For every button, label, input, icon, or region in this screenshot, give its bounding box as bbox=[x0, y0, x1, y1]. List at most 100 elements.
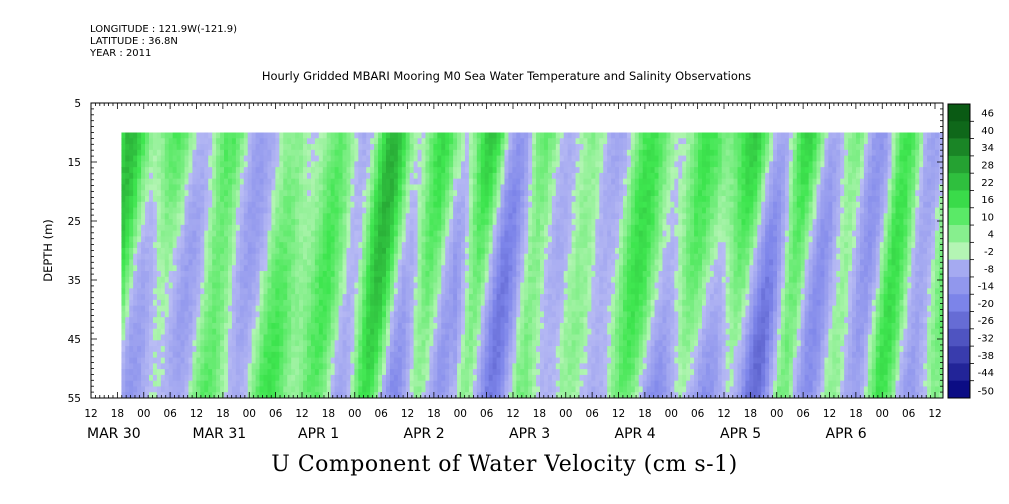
heatmap-cell bbox=[279, 172, 284, 180]
heatmap-cell bbox=[204, 357, 209, 364]
heatmap-cell bbox=[271, 144, 276, 151]
heatmap-cell bbox=[508, 138, 513, 145]
heatmap-cell bbox=[212, 172, 217, 180]
heatmap-cell bbox=[496, 357, 502, 364]
heatmap-cell bbox=[504, 155, 510, 162]
heatmap-cell bbox=[303, 161, 308, 168]
heatmap-cell bbox=[303, 155, 308, 162]
heatmap-cell bbox=[385, 224, 391, 232]
heatmap-cell bbox=[397, 161, 403, 168]
heatmap-cell bbox=[401, 328, 407, 336]
heatmap-cell bbox=[208, 265, 213, 272]
heatmap-cell bbox=[520, 369, 525, 376]
heatmap-cell bbox=[488, 340, 494, 347]
heatmap-cell bbox=[251, 207, 257, 214]
heatmap-cell bbox=[437, 155, 442, 162]
heatmap-cell bbox=[141, 155, 146, 162]
heatmap-cell bbox=[520, 363, 525, 370]
heatmap-cell bbox=[180, 138, 186, 145]
heatmap-cell bbox=[279, 346, 284, 353]
heatmap-cell bbox=[125, 178, 130, 186]
heatmap-cell bbox=[259, 213, 265, 220]
heatmap-cell bbox=[500, 138, 506, 145]
heatmap-cell bbox=[401, 288, 407, 295]
heatmap-cell bbox=[425, 294, 431, 301]
heatmap-cell bbox=[421, 184, 427, 191]
heatmap-cell bbox=[326, 276, 332, 284]
heatmap-cell bbox=[275, 265, 280, 272]
heatmap-cell bbox=[461, 317, 466, 324]
heatmap-cell bbox=[192, 386, 197, 393]
heatmap-cell bbox=[449, 253, 454, 261]
heatmap-cell bbox=[129, 207, 134, 214]
heatmap-cell bbox=[267, 357, 273, 364]
heatmap-cell bbox=[227, 195, 233, 203]
heatmap-cell bbox=[283, 207, 288, 214]
heatmap-cell bbox=[196, 288, 201, 295]
heatmap-cell bbox=[303, 363, 308, 370]
heatmap-cell bbox=[524, 288, 529, 295]
heatmap-cell bbox=[464, 195, 470, 203]
heatmap-cell bbox=[291, 351, 296, 359]
heatmap-cell bbox=[488, 346, 494, 353]
heatmap-cell bbox=[160, 322, 166, 330]
heatmap-cell bbox=[496, 346, 502, 353]
heatmap-cell bbox=[310, 276, 316, 284]
heatmap-cell bbox=[425, 224, 431, 232]
heatmap-cell bbox=[176, 374, 182, 382]
heatmap-cell bbox=[374, 195, 379, 203]
heatmap-cell bbox=[484, 253, 490, 261]
heatmap-cell bbox=[464, 167, 470, 174]
heatmap-cell bbox=[235, 265, 241, 272]
heatmap-cell bbox=[441, 195, 446, 203]
heatmap-cell bbox=[287, 380, 292, 388]
heatmap-cell bbox=[314, 195, 320, 203]
heatmap-cell bbox=[401, 386, 407, 393]
heatmap-cell bbox=[429, 219, 434, 226]
heatmap-cell bbox=[449, 178, 454, 186]
latitude-text: LATITUDE : 36.8N bbox=[90, 36, 178, 47]
heatmap-cell bbox=[425, 282, 431, 289]
heatmap-cell bbox=[295, 288, 300, 295]
heatmap-cell bbox=[417, 207, 423, 214]
heatmap-cell bbox=[374, 363, 379, 370]
heatmap-cell bbox=[464, 155, 470, 162]
heatmap-cell bbox=[500, 294, 506, 301]
heatmap-cell bbox=[239, 184, 245, 191]
heatmap-cell bbox=[172, 351, 178, 359]
heatmap-cell bbox=[152, 132, 158, 139]
heatmap-cell bbox=[196, 374, 201, 382]
heatmap-cell bbox=[397, 299, 403, 307]
heatmap-cell bbox=[251, 195, 257, 203]
heatmap-cell bbox=[314, 351, 320, 359]
heatmap-cell bbox=[453, 195, 458, 203]
heatmap-cell bbox=[366, 282, 371, 289]
heatmap-cell bbox=[397, 224, 403, 232]
heatmap-cell bbox=[322, 178, 328, 186]
heatmap-cell bbox=[476, 184, 482, 191]
heatmap-cell bbox=[306, 172, 312, 180]
heatmap-cell bbox=[235, 219, 241, 226]
heatmap-cell bbox=[346, 340, 352, 347]
heatmap-cell bbox=[192, 265, 197, 272]
heatmap-cell bbox=[330, 369, 336, 376]
heatmap-cell bbox=[433, 178, 438, 186]
heatmap-cell bbox=[476, 334, 482, 341]
heatmap-cell bbox=[461, 340, 466, 347]
heatmap-cell bbox=[212, 149, 217, 157]
heatmap-cell bbox=[480, 340, 486, 347]
heatmap-cell bbox=[524, 144, 529, 151]
heatmap-cell bbox=[251, 299, 257, 307]
heatmap-cell bbox=[125, 236, 130, 243]
heatmap-cell bbox=[326, 259, 332, 266]
heatmap-cell bbox=[500, 195, 506, 203]
heatmap-cell bbox=[464, 178, 470, 186]
heatmap-cell bbox=[464, 386, 470, 393]
heatmap-cell bbox=[192, 236, 197, 243]
heatmap-cell bbox=[504, 172, 510, 180]
heatmap-cell bbox=[421, 392, 427, 398]
heatmap-cell bbox=[484, 132, 490, 139]
heatmap-cell bbox=[259, 138, 265, 145]
heatmap-cell bbox=[453, 242, 458, 249]
heatmap-cell bbox=[184, 155, 190, 162]
